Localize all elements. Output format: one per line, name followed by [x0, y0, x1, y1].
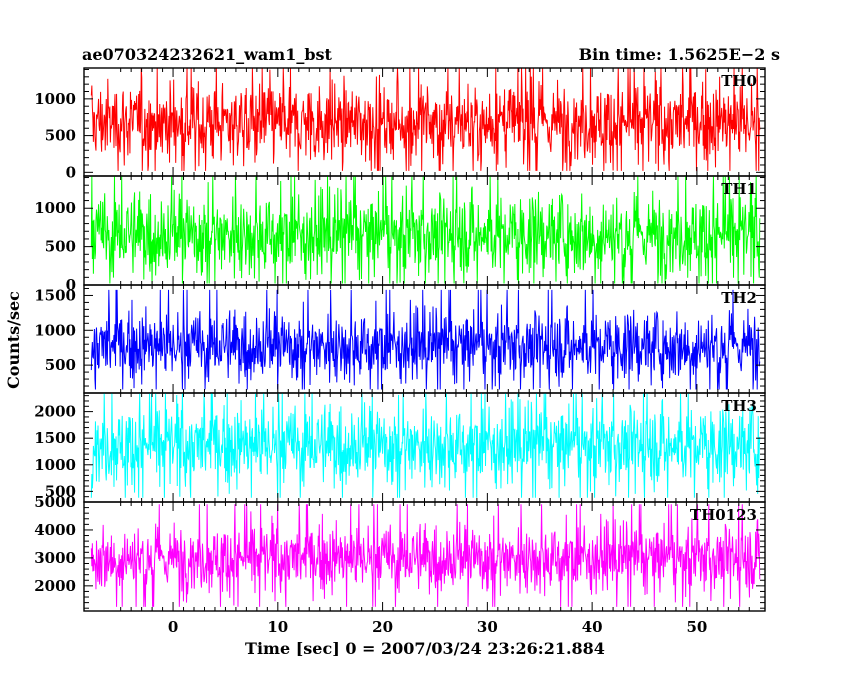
series-line-th2: [90, 289, 761, 390]
panel-th1: 0 500 1000 TH1: [34, 175, 766, 294]
panel-th3: 500 1000 1500 2000 TH3: [34, 392, 766, 503]
y-tick-label: 4000: [34, 521, 76, 539]
panel-label-th3: TH3: [721, 397, 757, 415]
y-tick-label: 500: [45, 482, 76, 500]
x-tick-label: 50: [686, 618, 707, 636]
series-line-th0123: [90, 504, 761, 607]
y-tick-label: 5000: [34, 493, 76, 511]
series-line-th0: [90, 68, 761, 171]
panels: 0 500 1000 TH0 0 500 1000 TH1 500 1000 1500 TH2 500 1…: [34, 67, 766, 612]
y-tick-label: 1000: [34, 456, 76, 474]
y-tick-label: 2000: [34, 403, 76, 421]
x-tick-label: 0: [168, 618, 178, 636]
y-tick-label: 1000: [34, 321, 76, 339]
panel-label-th1: TH1: [721, 180, 757, 198]
y-tick-label: 1500: [34, 286, 76, 304]
y-tick-label: 1000: [34, 199, 76, 217]
panel-th0123: 2000 3000 4000 5000 TH0123: [34, 493, 766, 612]
y-tick-label: 500: [45, 356, 76, 374]
y-tick-label: 500: [45, 127, 76, 145]
series-line-th1: [90, 176, 761, 284]
x-axis: 0 10 20 30 40 50: [168, 618, 708, 636]
bin-time-label: Bin time: 1.5625E−2 s: [579, 45, 780, 64]
y-tick-label: 2000: [34, 577, 76, 595]
panel-label-th0123: TH0123: [690, 506, 757, 524]
x-tick-label: 20: [372, 618, 393, 636]
y-axis-label: Counts/sec: [4, 291, 23, 389]
x-tick-label: 30: [477, 618, 498, 636]
y-tick-label: 3000: [34, 549, 76, 567]
chart-title: ae070324232621_wam1_bst: [82, 45, 333, 64]
y-tick-label: 0: [66, 276, 76, 294]
panel-th2: 500 1000 1500 TH2: [34, 284, 766, 394]
y-tick-label: 1000: [34, 90, 76, 108]
panel-th0: 0 500 1000 TH0: [34, 67, 766, 181]
panel-label-th2: TH2: [721, 289, 757, 307]
y-tick-label: 500: [45, 238, 76, 256]
panel-label-th0: TH0: [721, 72, 757, 90]
x-axis-label: Time [sec] 0 = 2007/03/24 23:26:21.884: [245, 639, 605, 658]
y-tick-label: 1500: [34, 429, 76, 447]
series-line-th3: [90, 393, 761, 498]
y-tick-label: 0: [66, 163, 76, 181]
x-tick-label: 10: [267, 618, 288, 636]
x-tick-label: 40: [582, 618, 603, 636]
